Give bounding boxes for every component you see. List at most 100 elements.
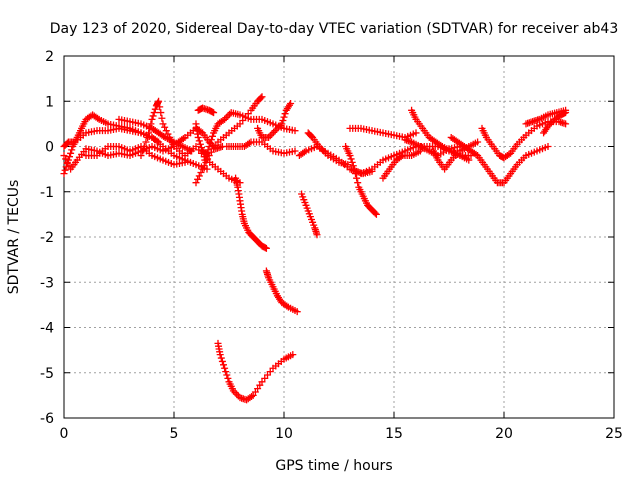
data-point-marker bbox=[197, 169, 205, 177]
series-arc30 bbox=[540, 109, 570, 137]
x-tick-label: 5 bbox=[170, 426, 179, 442]
data-point-marker bbox=[203, 152, 211, 160]
series-arc9 bbox=[192, 93, 266, 187]
data-point-marker bbox=[233, 390, 241, 398]
data-point-marker bbox=[210, 109, 218, 117]
data-point-marker bbox=[465, 156, 473, 164]
data-point-marker bbox=[289, 351, 297, 359]
data-point-marker bbox=[60, 170, 68, 178]
data-point-marker bbox=[371, 209, 379, 217]
data-point-marker bbox=[472, 150, 480, 158]
data-point-marker bbox=[218, 357, 226, 365]
data-point-marker bbox=[266, 132, 274, 140]
data-point-marker bbox=[153, 137, 161, 145]
data-point-marker bbox=[349, 162, 357, 170]
data-point-marker bbox=[200, 162, 208, 170]
data-point-marker bbox=[170, 143, 178, 150]
series-arc16 bbox=[254, 100, 295, 141]
y-tick-label: -3 bbox=[40, 275, 54, 291]
data-point-marker bbox=[412, 129, 420, 137]
data-point-marker bbox=[291, 127, 299, 135]
y-tick-labels: 2 1 0 -1 -2 -3 -4 -5 -6 bbox=[40, 49, 54, 427]
data-point-marker bbox=[205, 143, 213, 150]
data-point-marker bbox=[194, 175, 202, 183]
x-tick-label: 15 bbox=[385, 426, 403, 442]
data-point-marker bbox=[202, 150, 210, 158]
chart-title: Day 123 of 2020, Sidereal Day-to-day VTE… bbox=[50, 21, 619, 37]
data-point-marker bbox=[158, 114, 166, 122]
data-point-marker bbox=[68, 146, 76, 154]
data-point-marker bbox=[348, 158, 356, 166]
data-point-marker bbox=[66, 153, 73, 161]
data-point-marker bbox=[198, 144, 205, 152]
data-point-marker bbox=[181, 158, 189, 166]
data-point-marker bbox=[156, 103, 164, 111]
series-arc20 bbox=[342, 143, 380, 218]
data-point-marker bbox=[474, 138, 482, 146]
data-point-marker bbox=[63, 159, 71, 167]
data-point-marker bbox=[196, 140, 204, 148]
data-point-marker bbox=[162, 127, 170, 135]
data-point-marker bbox=[159, 120, 167, 128]
data-point-marker bbox=[144, 133, 152, 141]
data-point-marker bbox=[224, 374, 232, 382]
data-point-marker bbox=[161, 123, 169, 131]
series-arc14 bbox=[262, 267, 301, 316]
data-point-marker bbox=[293, 308, 301, 316]
series-arc4 bbox=[82, 143, 189, 169]
y-tick-label: 0 bbox=[45, 140, 54, 156]
data-point-marker bbox=[220, 361, 227, 369]
data-point-marker bbox=[278, 120, 286, 128]
data-point-marker bbox=[194, 133, 202, 141]
data-point-marker bbox=[271, 127, 279, 135]
data-point-marker bbox=[164, 130, 172, 138]
data-point-marker bbox=[157, 109, 165, 117]
data-point-marker bbox=[437, 141, 445, 149]
x-tick-label: 20 bbox=[495, 426, 513, 442]
series-arc12 bbox=[223, 138, 299, 157]
data-point-marker bbox=[142, 138, 150, 146]
data-point-marker bbox=[257, 94, 265, 102]
data-point-marker bbox=[372, 210, 380, 218]
x-axis-label: GPS time / hours bbox=[275, 458, 392, 474]
grid-lines bbox=[64, 56, 614, 418]
data-point-marker bbox=[155, 138, 163, 146]
data-point-marker bbox=[150, 109, 158, 117]
data-point-marker bbox=[281, 110, 289, 118]
data-point-marker bbox=[137, 152, 145, 160]
data-point-marker bbox=[67, 149, 75, 157]
y-tick-label: 1 bbox=[45, 94, 54, 110]
series-arc10 bbox=[192, 120, 211, 160]
data-point-marker bbox=[206, 139, 214, 147]
data-point-marker bbox=[280, 113, 288, 121]
x-tick-label: 25 bbox=[605, 426, 623, 442]
series-arc23 bbox=[379, 147, 424, 182]
data-point-marker bbox=[226, 110, 234, 118]
data-point-marker bbox=[223, 371, 231, 379]
data-point-marker bbox=[148, 115, 156, 123]
y-tick-label: -6 bbox=[40, 411, 54, 427]
data-point-marker bbox=[268, 130, 276, 138]
data-point-marker bbox=[291, 147, 299, 155]
y-tick-label: 2 bbox=[45, 49, 54, 65]
series-arc15 bbox=[214, 339, 297, 404]
series-arc3 bbox=[60, 124, 163, 150]
data-point-marker bbox=[139, 147, 147, 155]
y-tick-label: -5 bbox=[40, 366, 54, 382]
data-point-marker bbox=[195, 172, 203, 180]
data-point-marker bbox=[195, 137, 203, 145]
data-point-marker bbox=[64, 156, 72, 164]
data-point-marker bbox=[209, 132, 216, 140]
data-point-marker bbox=[217, 354, 225, 362]
data-point-marker bbox=[160, 132, 168, 140]
data-point-marker bbox=[562, 120, 570, 128]
data-point-marker bbox=[60, 152, 68, 160]
series-arc19 bbox=[304, 129, 352, 169]
data-point-marker bbox=[149, 112, 157, 120]
data-point-marker bbox=[397, 153, 405, 161]
x-tick-labels: 0 5 10 15 20 25 bbox=[60, 426, 623, 442]
axis-ticks bbox=[63, 55, 615, 419]
data-point-marker bbox=[188, 147, 196, 155]
data-point-marker bbox=[270, 128, 278, 136]
